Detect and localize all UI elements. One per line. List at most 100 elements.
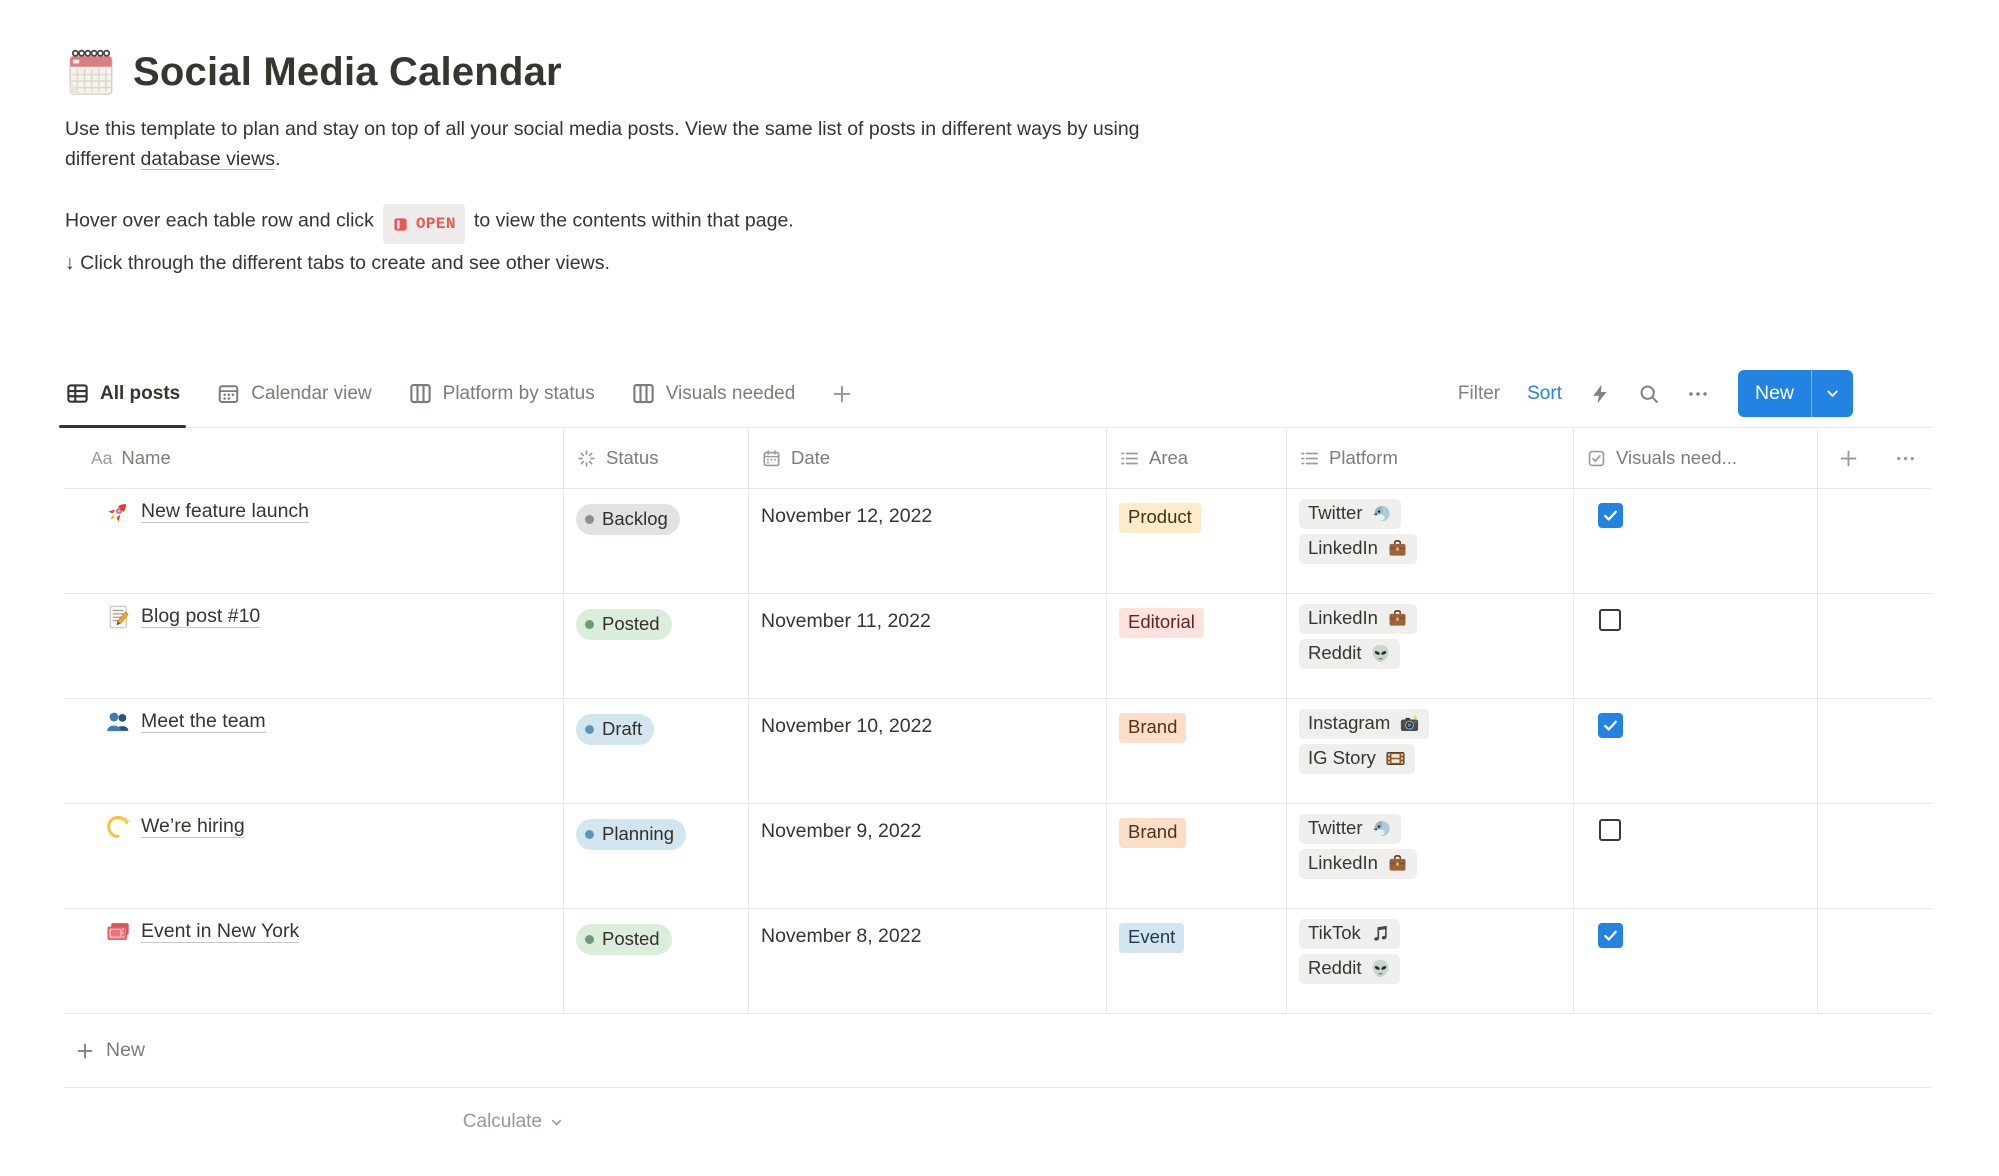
visuals-needed-cell xyxy=(1574,804,1818,908)
new-button[interactable]: New xyxy=(1738,370,1812,417)
status-cell[interactable]: Planning xyxy=(564,804,749,908)
name-cell[interactable]: Event in New York xyxy=(65,909,564,1013)
search-button[interactable] xyxy=(1638,383,1660,405)
empty-cell xyxy=(1818,594,1932,698)
platform-cell[interactable]: Twitter LinkedIn xyxy=(1287,489,1574,593)
area-cell[interactable]: Brand xyxy=(1107,699,1287,803)
checkbox-checked[interactable] xyxy=(1598,923,1623,948)
sort-button[interactable]: Sort xyxy=(1527,382,1562,404)
bird-icon xyxy=(1371,503,1392,524)
view-tabs: All posts Calendar view Platform by stat… xyxy=(58,381,853,428)
area-cell[interactable]: Editorial xyxy=(1107,594,1287,698)
page-title-text: Social Media Calendar xyxy=(133,49,562,94)
bird-icon xyxy=(1371,818,1392,839)
toolbar-controls: Filter Sort New xyxy=(1458,370,1853,417)
status-pill: Posted xyxy=(576,609,672,640)
briefcase-icon xyxy=(1387,608,1408,629)
row-title-link[interactable]: Meet the team xyxy=(141,710,266,732)
chevron-down-icon xyxy=(549,1115,564,1130)
platform-pill: Reddit xyxy=(1299,639,1401,669)
checkbox-checked[interactable] xyxy=(1598,713,1623,738)
date-cell[interactable]: November 12, 2022 xyxy=(749,489,1107,593)
area-cell[interactable]: Brand xyxy=(1107,804,1287,908)
visuals-needed-cell xyxy=(1574,909,1818,1013)
rocket-icon xyxy=(105,499,131,525)
new-dropdown-button[interactable] xyxy=(1812,370,1853,417)
platform-pill: LinkedIn xyxy=(1299,849,1417,879)
page-content: Social Media Calendar Use this template … xyxy=(58,46,1999,1146)
name-cell[interactable]: We’re hiring xyxy=(65,804,564,908)
platform-cell[interactable]: TikTok Reddit xyxy=(1287,909,1574,1013)
new-row-button[interactable]: New xyxy=(65,1014,1932,1088)
column-header-date[interactable]: Date xyxy=(749,428,1107,488)
empty-cell xyxy=(1818,909,1932,1013)
table-more-icon[interactable] xyxy=(1895,448,1916,469)
tab-calendar-view[interactable]: Calendar view xyxy=(216,381,372,406)
date-cell[interactable]: November 9, 2022 xyxy=(749,804,1107,908)
platform-cell[interactable]: Twitter LinkedIn xyxy=(1287,804,1574,908)
calculate-button[interactable]: Calculate xyxy=(65,1088,564,1146)
status-cell[interactable]: Backlog xyxy=(564,489,749,593)
add-column-icon[interactable] xyxy=(1838,448,1859,469)
checkbox-unchecked[interactable] xyxy=(1599,819,1621,841)
status-dot xyxy=(585,829,594,839)
tab-all-posts[interactable]: All posts xyxy=(58,381,187,428)
tab-visuals-needed[interactable]: Visuals needed xyxy=(631,381,795,406)
date-cell[interactable]: November 11, 2022 xyxy=(749,594,1107,698)
platform-pill: Twitter xyxy=(1299,814,1402,844)
checkbox-unchecked[interactable] xyxy=(1599,609,1621,631)
date-cell[interactable]: November 8, 2022 xyxy=(749,909,1107,1013)
header-extra-cell xyxy=(1818,428,1932,488)
list-icon xyxy=(1119,448,1140,469)
area-cell[interactable]: Event xyxy=(1107,909,1287,1013)
row-title-link[interactable]: New feature launch xyxy=(141,500,310,522)
add-view-button[interactable] xyxy=(831,383,853,405)
checkbox-checked[interactable] xyxy=(1598,503,1623,528)
column-header-area[interactable]: Area xyxy=(1107,428,1287,488)
platform-pill: Reddit xyxy=(1299,954,1401,984)
table-row: New feature launch Backlog November 12, … xyxy=(65,489,1932,594)
status-cell[interactable]: Posted xyxy=(564,594,749,698)
name-cell[interactable]: Meet the team xyxy=(65,699,564,803)
database-views-link[interactable]: database views xyxy=(140,148,275,170)
busts-icon xyxy=(105,709,131,735)
table-footer: Calculate xyxy=(65,1088,1932,1146)
platform-cell[interactable]: Instagram IG Story xyxy=(1287,699,1574,803)
quick-actions-button[interactable] xyxy=(1589,383,1611,405)
platform-pill: LinkedIn xyxy=(1299,604,1417,634)
table-header-row: Aa Name Status Date Area Platform Vis xyxy=(65,428,1932,489)
column-header-visuals-needed[interactable]: Visuals need... xyxy=(1574,428,1818,488)
status-cell[interactable]: Draft xyxy=(564,699,749,803)
column-header-platform[interactable]: Platform xyxy=(1287,428,1574,488)
plus-icon xyxy=(831,383,853,405)
row-title-link[interactable]: Event in New York xyxy=(141,920,300,942)
platform-cell[interactable]: LinkedIn Reddit xyxy=(1287,594,1574,698)
calendar-icon xyxy=(761,448,782,469)
calendar-view-icon xyxy=(216,381,241,406)
dots-icon xyxy=(1687,383,1709,405)
date-cell[interactable]: November 10, 2022 xyxy=(749,699,1107,803)
status-cell[interactable]: Posted xyxy=(564,909,749,1013)
filter-button[interactable]: Filter xyxy=(1457,382,1501,404)
area-cell[interactable]: Product xyxy=(1107,489,1287,593)
tab-platform-by-status[interactable]: Platform by status xyxy=(408,381,595,406)
open-page-icon xyxy=(392,216,409,233)
table-row: We’re hiring Planning November 9, 2022 B… xyxy=(65,804,1932,909)
row-title-link[interactable]: We’re hiring xyxy=(141,815,245,837)
name-cell[interactable]: Blog post #10 xyxy=(65,594,564,698)
platform-pill: Twitter xyxy=(1299,499,1402,529)
name-cell[interactable]: New feature launch xyxy=(65,489,564,593)
board-view-icon xyxy=(408,381,433,406)
column-header-name[interactable]: Aa Name xyxy=(65,428,564,488)
briefcase-icon xyxy=(1387,853,1408,874)
row-title-link[interactable]: Blog post #10 xyxy=(141,605,261,627)
page-title: Social Media Calendar xyxy=(65,46,1999,98)
open-badge[interactable]: OPEN xyxy=(382,204,465,244)
checkbox-icon xyxy=(1586,448,1607,469)
empty-cell xyxy=(1818,699,1932,803)
platform-pill: LinkedIn xyxy=(1299,534,1417,564)
check-icon xyxy=(1602,927,1619,944)
more-options-button[interactable] xyxy=(1687,383,1709,405)
intro-paragraph: Use this template to plan and stay on to… xyxy=(65,118,1140,170)
column-header-status[interactable]: Status xyxy=(564,428,749,488)
